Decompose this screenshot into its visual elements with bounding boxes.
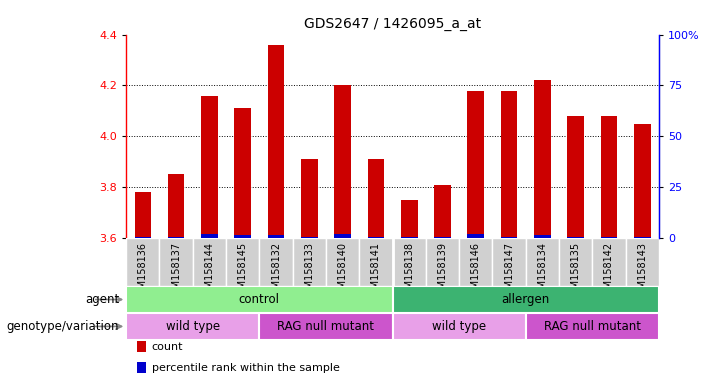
Bar xyxy=(459,238,492,286)
Text: GSM158144: GSM158144 xyxy=(205,242,215,301)
Bar xyxy=(334,234,351,238)
Bar xyxy=(293,238,326,286)
Bar xyxy=(634,124,651,238)
Bar xyxy=(193,238,226,286)
Title: GDS2647 / 1426095_a_at: GDS2647 / 1426095_a_at xyxy=(304,17,481,31)
Bar xyxy=(434,185,451,238)
Bar xyxy=(234,235,251,238)
Text: control: control xyxy=(239,293,280,306)
Bar xyxy=(259,238,293,286)
Bar xyxy=(301,159,318,238)
Bar xyxy=(468,91,484,238)
Text: GSM158147: GSM158147 xyxy=(504,242,514,301)
Text: GSM158133: GSM158133 xyxy=(304,242,314,301)
Bar xyxy=(625,238,659,286)
Text: allergen: allergen xyxy=(502,293,550,306)
Bar xyxy=(393,286,659,313)
Text: RAG null mutant: RAG null mutant xyxy=(278,320,374,333)
Text: GSM158140: GSM158140 xyxy=(338,242,348,301)
Bar xyxy=(268,45,285,238)
Bar xyxy=(534,235,551,238)
Text: GSM158137: GSM158137 xyxy=(171,242,181,301)
Bar xyxy=(592,238,626,286)
Text: GSM158145: GSM158145 xyxy=(238,242,247,301)
Text: percentile rank within the sample: percentile rank within the sample xyxy=(151,362,339,372)
Bar xyxy=(334,86,351,238)
Text: GSM158138: GSM158138 xyxy=(404,242,414,301)
Bar xyxy=(126,286,393,313)
Bar xyxy=(559,238,592,286)
Bar xyxy=(135,237,151,238)
Text: wild type: wild type xyxy=(165,320,220,333)
Text: GSM158141: GSM158141 xyxy=(371,242,381,301)
Bar xyxy=(567,116,584,238)
Text: GSM158135: GSM158135 xyxy=(571,242,580,301)
Bar xyxy=(401,237,418,238)
Bar xyxy=(567,237,584,238)
Bar xyxy=(137,362,147,373)
Bar xyxy=(168,174,184,238)
Bar xyxy=(326,238,359,286)
Bar xyxy=(201,234,218,238)
Bar xyxy=(268,235,285,238)
Bar xyxy=(259,313,393,340)
Text: count: count xyxy=(151,342,183,352)
Bar xyxy=(601,237,618,238)
Bar xyxy=(393,238,426,286)
Bar xyxy=(534,80,551,238)
Bar xyxy=(501,237,517,238)
Bar xyxy=(234,108,251,238)
Bar xyxy=(393,313,526,340)
Text: GSM158142: GSM158142 xyxy=(604,242,614,301)
Bar xyxy=(526,238,559,286)
Bar xyxy=(434,237,451,238)
Text: agent: agent xyxy=(85,293,119,306)
Bar xyxy=(201,96,218,238)
Bar xyxy=(137,341,147,352)
Bar xyxy=(126,313,259,340)
Bar xyxy=(126,238,159,286)
Text: wild type: wild type xyxy=(432,320,486,333)
Bar xyxy=(359,238,393,286)
Bar xyxy=(226,238,259,286)
Bar xyxy=(501,91,517,238)
Bar xyxy=(634,237,651,238)
Bar xyxy=(160,238,193,286)
Bar xyxy=(468,234,484,238)
Bar xyxy=(601,116,618,238)
Bar xyxy=(426,238,459,286)
Bar xyxy=(367,237,384,238)
Bar xyxy=(135,192,151,238)
Text: GSM158134: GSM158134 xyxy=(538,242,547,301)
Bar xyxy=(492,238,526,286)
Text: GSM158132: GSM158132 xyxy=(271,242,281,301)
Bar xyxy=(401,200,418,238)
Bar xyxy=(367,159,384,238)
Text: GSM158146: GSM158146 xyxy=(471,242,481,301)
Text: GSM158143: GSM158143 xyxy=(637,242,647,301)
Bar xyxy=(301,237,318,238)
Text: GSM158139: GSM158139 xyxy=(437,242,447,301)
Text: genotype/variation: genotype/variation xyxy=(7,320,119,333)
Text: GSM158136: GSM158136 xyxy=(138,242,148,301)
Bar xyxy=(526,313,659,340)
Text: RAG null mutant: RAG null mutant xyxy=(544,320,641,333)
Bar xyxy=(168,237,184,238)
